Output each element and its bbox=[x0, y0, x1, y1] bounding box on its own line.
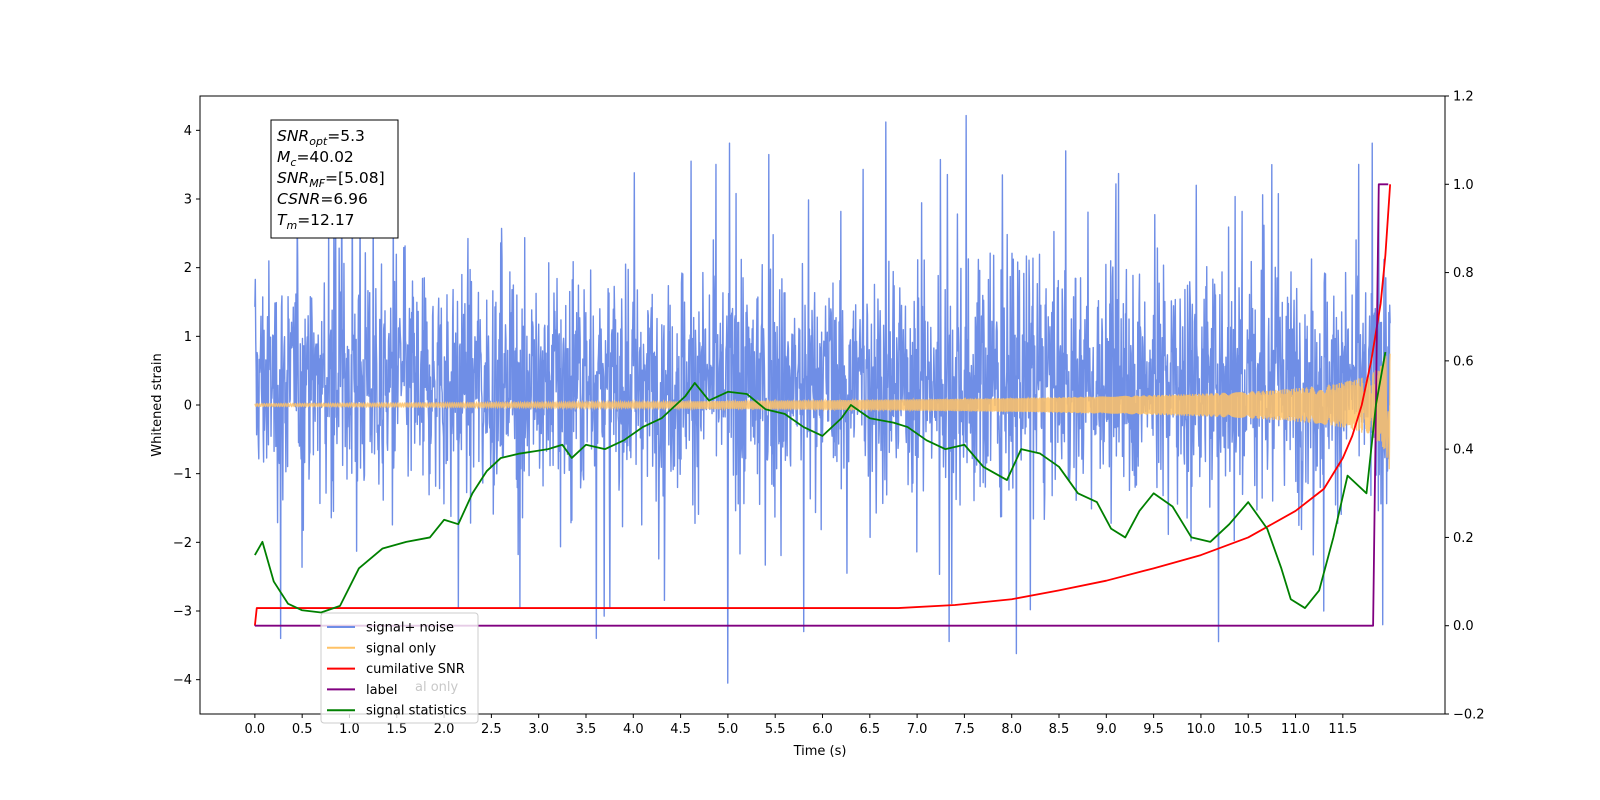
x-tick-label: 2.5 bbox=[481, 722, 502, 737]
y-axis-right: 1.2 1.0 0.8 0.6 0.4 0.2 0.0 −0.2 bbox=[1445, 90, 1485, 723]
legend-overlap-text: al only bbox=[415, 680, 459, 695]
legend-label-label: label bbox=[366, 683, 397, 698]
x-tick-label: 1.5 bbox=[386, 722, 407, 737]
x-tick-label: 10.5 bbox=[1234, 722, 1263, 737]
legend-box bbox=[320, 612, 479, 724]
y2-tick-label: 0.6 bbox=[1453, 354, 1474, 369]
y-tick-label: −4 bbox=[173, 673, 192, 688]
annotation-line: Mc=40.02 bbox=[277, 148, 354, 169]
y-tick-label: 4 bbox=[184, 124, 192, 139]
x-axis-label: Time (s) bbox=[793, 744, 847, 759]
annotation-line: SNRMF=[5.08] bbox=[277, 169, 385, 190]
stats-annotation-box bbox=[270, 119, 399, 239]
x-tick-label: 7.0 bbox=[907, 722, 928, 737]
x-tick-label: 8.0 bbox=[1001, 722, 1022, 737]
x-tick-label: 4.5 bbox=[670, 722, 691, 737]
x-tick-label: 0.0 bbox=[245, 722, 266, 737]
x-tick-label: 4.0 bbox=[623, 722, 644, 737]
x-tick-label: 5.5 bbox=[765, 722, 786, 737]
legend: al only signal+ noise signal only cumilati… bbox=[320, 612, 479, 724]
x-tick-label: 5.0 bbox=[718, 722, 739, 737]
x-tick-label: 3.0 bbox=[528, 722, 549, 737]
annotation-line: CSNR=6.96 bbox=[277, 190, 368, 208]
x-tick-label: 3.5 bbox=[576, 722, 597, 737]
x-tick-label: 2.0 bbox=[434, 722, 455, 737]
y2-tick-label: 1.0 bbox=[1453, 178, 1474, 193]
x-tick-label: 6.5 bbox=[859, 722, 880, 737]
annotation-line: SNRopt=5.3 bbox=[277, 127, 365, 148]
x-tick-label: 6.0 bbox=[812, 722, 833, 737]
y-tick-label: −3 bbox=[173, 605, 192, 620]
legend-label-cumilative-snr: cumilative SNR bbox=[366, 662, 465, 677]
legend-label-signal-noise: signal+ noise bbox=[366, 621, 454, 636]
y-tick-label: 2 bbox=[184, 261, 192, 276]
y2-tick-label: 1.2 bbox=[1453, 90, 1474, 105]
legend-label-signal-only: signal only bbox=[366, 641, 436, 656]
legend-items: signal+ noise signal only cumilative SNR la… bbox=[327, 621, 467, 719]
x-tick-label: 1.0 bbox=[339, 722, 360, 737]
y-axis-left: 4 3 2 1 0 −1 −2 −3 −4 bbox=[173, 124, 200, 688]
y-tick-label: −1 bbox=[173, 467, 192, 482]
y2-tick-label: 0.4 bbox=[1453, 443, 1474, 458]
y-tick-label: 3 bbox=[184, 193, 192, 208]
y2-tick-label: 0.0 bbox=[1453, 619, 1474, 634]
series-cumilative-snr-line bbox=[253, 184, 1392, 626]
y2-tick-label: 0.8 bbox=[1453, 266, 1474, 281]
legend-label-signal-statistics: signal statistics bbox=[366, 704, 467, 719]
x-tick-label: 0.5 bbox=[292, 722, 313, 737]
y-tick-label: −2 bbox=[173, 536, 192, 551]
x-tick-label: 8.5 bbox=[1049, 722, 1070, 737]
series-signal-statistics-line bbox=[254, 351, 1387, 614]
series-signal-only-line bbox=[254, 353, 1391, 470]
x-tick-label: 9.0 bbox=[1096, 722, 1117, 737]
y-axis-label: Whitened strain bbox=[150, 353, 165, 456]
x-tick-label: 7.5 bbox=[954, 722, 975, 737]
x-tick-label: 10.0 bbox=[1186, 722, 1215, 737]
y-tick-label: 1 bbox=[184, 330, 192, 345]
x-tick-label: 11.0 bbox=[1281, 722, 1310, 737]
y2-tick-label: 0.2 bbox=[1453, 531, 1474, 546]
y-tick-label: 0 bbox=[184, 399, 192, 414]
series-signal-noise-line bbox=[254, 114, 1391, 684]
series-layer bbox=[253, 114, 1392, 684]
y2-tick-label: −0.2 bbox=[1453, 708, 1485, 723]
x-axis: 0.0 0.5 1.0 1.5 2.0 2.5 3.0 3.5 4.0 4.5 5.0 5.5 6.0 6… bbox=[245, 714, 1357, 737]
annotation-line: Tm=12.17 bbox=[277, 211, 355, 232]
x-tick-label: 11.5 bbox=[1328, 722, 1357, 737]
x-tick-label: 9.5 bbox=[1143, 722, 1164, 737]
